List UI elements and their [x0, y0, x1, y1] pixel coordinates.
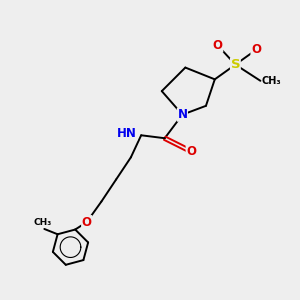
Text: HN: HN	[117, 127, 137, 140]
Text: CH₃: CH₃	[262, 76, 281, 86]
Text: CH₃: CH₃	[34, 218, 52, 226]
Text: N: N	[177, 108, 188, 121]
Text: O: O	[82, 216, 92, 229]
Text: O: O	[251, 44, 261, 56]
Text: O: O	[213, 39, 223, 52]
Text: S: S	[231, 58, 240, 71]
Text: O: O	[186, 145, 196, 158]
